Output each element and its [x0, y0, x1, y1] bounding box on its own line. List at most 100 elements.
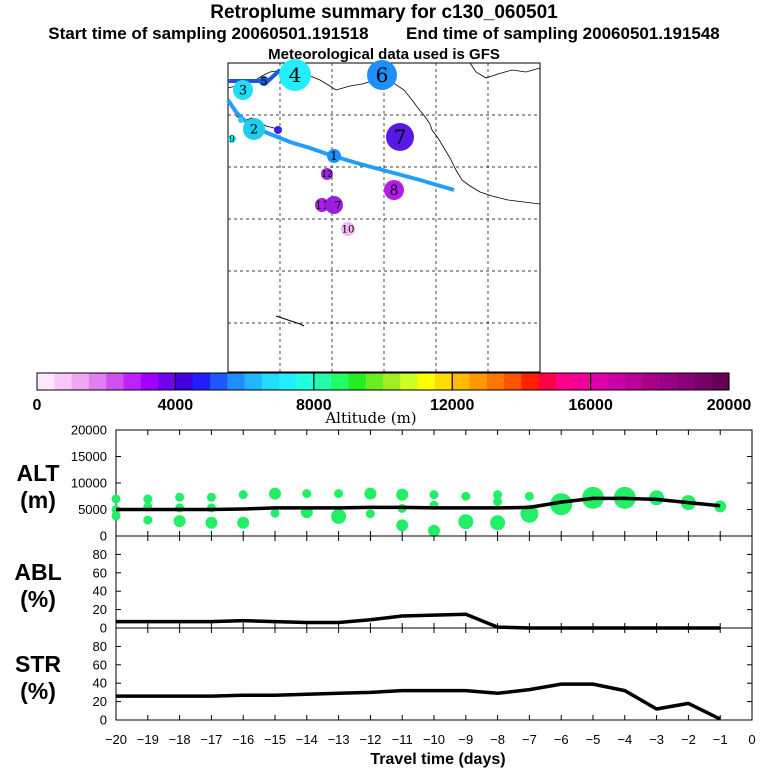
map-cluster-label-5: 5	[261, 75, 268, 88]
xtick-label-14: −6	[554, 732, 569, 747]
xtick-label-20: 0	[748, 732, 755, 747]
alt-marker-3	[143, 494, 153, 504]
str-ytick-label-3: 60	[93, 657, 107, 672]
map-cluster-label-8: 8	[390, 183, 399, 199]
alt-marker-34	[520, 504, 539, 523]
alt-ytick-label-3: 15000	[71, 449, 107, 464]
altitude-colorbar: 0 4000 8000 12000 16000 20000 Altitude (m)	[33, 372, 752, 427]
alt-panel: 0 5000 10000 15000 20000 ALT(m)	[16, 423, 753, 544]
map-cluster-11	[315, 198, 329, 212]
map-cluster-label-6: 6	[376, 63, 389, 87]
colorbar-swatch-21	[400, 373, 419, 390]
alt-marker-16	[302, 489, 312, 499]
str-ytick-label-0: 0	[100, 713, 107, 728]
str-panel: 0 20 40 60 80 STR(%)	[15, 627, 753, 728]
met-data-label: Meteorological data used is GFS	[268, 46, 500, 63]
colorbar-swatch-24	[452, 373, 471, 390]
colorbar-swatch-37	[677, 373, 695, 390]
abl-ytick-label-2: 40	[93, 584, 107, 599]
alt-marker-8	[173, 515, 186, 528]
colorbar-swatch-12	[244, 373, 263, 390]
colorbar-swatch-18	[348, 373, 367, 390]
travel-time-axis: −20 −19 −18 −17 −16 −15 −14 −13 −12 −11 −10 −9 −8 −7−…	[105, 732, 756, 768]
xtick-label-15: −5	[586, 732, 601, 747]
alt-ylabel-units: (m)	[20, 487, 56, 513]
colorbar-swatch-30	[556, 373, 574, 390]
end-time-label: End time of sampling 20060501.191548	[406, 24, 720, 43]
alt-marker-22	[396, 488, 409, 501]
xtick-label-4: −16	[232, 732, 254, 747]
map-cluster-8	[384, 180, 404, 200]
abl-panel: 0 20 40 60 80 ABL(%)	[14, 535, 753, 636]
colorbar-swatch-4	[106, 373, 125, 390]
colorbar-swatch-22	[417, 373, 436, 390]
colorbar-tick-label-2: 8000	[296, 397, 332, 414]
alt-ytick-label-2: 10000	[71, 476, 107, 491]
alt-marker-0	[111, 494, 121, 504]
colorbar-swatch-15	[296, 373, 315, 390]
map-cluster-small	[274, 126, 282, 134]
colorbar-tick-label-3: 12000	[430, 397, 475, 414]
colorbar-swatch-36	[659, 373, 678, 390]
xtick-label-1: −19	[137, 732, 159, 747]
colorbar-swatch-17	[331, 373, 349, 390]
alt-marker-27	[428, 524, 440, 537]
colorbar-swatch-8	[175, 373, 194, 390]
colorbar-swatch-3	[88, 373, 107, 390]
xtick-label-17: −3	[649, 732, 664, 747]
alt-ytick-label-1: 5000	[78, 502, 107, 517]
start-time-label: Start time of sampling 20060501.191518	[48, 24, 369, 43]
alt-marker-18	[334, 489, 344, 499]
map-frame	[227, 62, 541, 373]
colorbar-swatch-2	[71, 373, 90, 390]
colorbar-swatch-5	[123, 373, 142, 390]
colorbar-swatch-31	[573, 373, 592, 390]
str-ylabel: STR	[15, 651, 61, 677]
alt-ytick-label-0: 0	[100, 529, 107, 544]
xtick-label-8: −12	[359, 732, 381, 747]
alt-marker-9	[206, 492, 216, 502]
xtick-label-13: −7	[522, 732, 537, 747]
colorbar-swatch-29	[538, 373, 557, 390]
colorbar-title: Altitude (m)	[324, 409, 416, 427]
map-cluster-label-12: 12	[321, 170, 332, 180]
colorbar-swatch-25	[469, 373, 488, 390]
alt-marker-14	[269, 487, 281, 500]
colorbar-swatch-0	[37, 373, 55, 390]
alt-marker-5	[143, 515, 153, 525]
map-cluster-label-1: 1	[330, 149, 338, 163]
xtick-label-10: −10	[423, 732, 445, 747]
map-cluster-extra	[325, 196, 343, 214]
colorbar-tick-label-5: 20000	[707, 397, 752, 414]
alt-marker-31	[493, 497, 503, 507]
colorbar-swatch-10	[210, 373, 228, 390]
abl-ytick-label-0: 0	[100, 621, 107, 636]
xtick-label-5: −15	[264, 732, 286, 747]
str-ytick-label-1: 20	[93, 694, 107, 709]
map-cluster-6	[367, 60, 397, 90]
map-cluster-extra-label: 7	[335, 199, 342, 212]
str-ylabel-units: (%)	[20, 678, 56, 704]
alt-marker-33	[524, 491, 534, 501]
colorbar-swatch-26	[486, 373, 505, 390]
colorbar-swatch-14	[279, 373, 298, 390]
map-cluster-label-2: 2	[250, 123, 258, 138]
alt-marker-15	[270, 508, 280, 518]
alt-marker-29	[458, 514, 474, 530]
colorbar-swatch-32	[590, 373, 609, 390]
chart-title: Retroplume summary for c130_060501	[210, 2, 558, 23]
alt-marker-20	[364, 487, 377, 500]
alt-marker-40	[714, 500, 727, 513]
map-cluster-12	[321, 168, 333, 180]
alt-series-line	[116, 496, 721, 512]
str-series-line	[116, 682, 721, 721]
colorbar-tick-label-4: 16000	[568, 397, 613, 414]
abl-ytick-label-1: 20	[93, 602, 107, 617]
alt-marker-2	[111, 511, 121, 521]
abl-ytick-label-4: 80	[93, 547, 107, 562]
colorbar-swatch-20	[383, 373, 401, 390]
str-frame	[115, 627, 753, 721]
colorbar-swatch-7	[158, 373, 176, 390]
abl-series-line	[116, 612, 721, 630]
